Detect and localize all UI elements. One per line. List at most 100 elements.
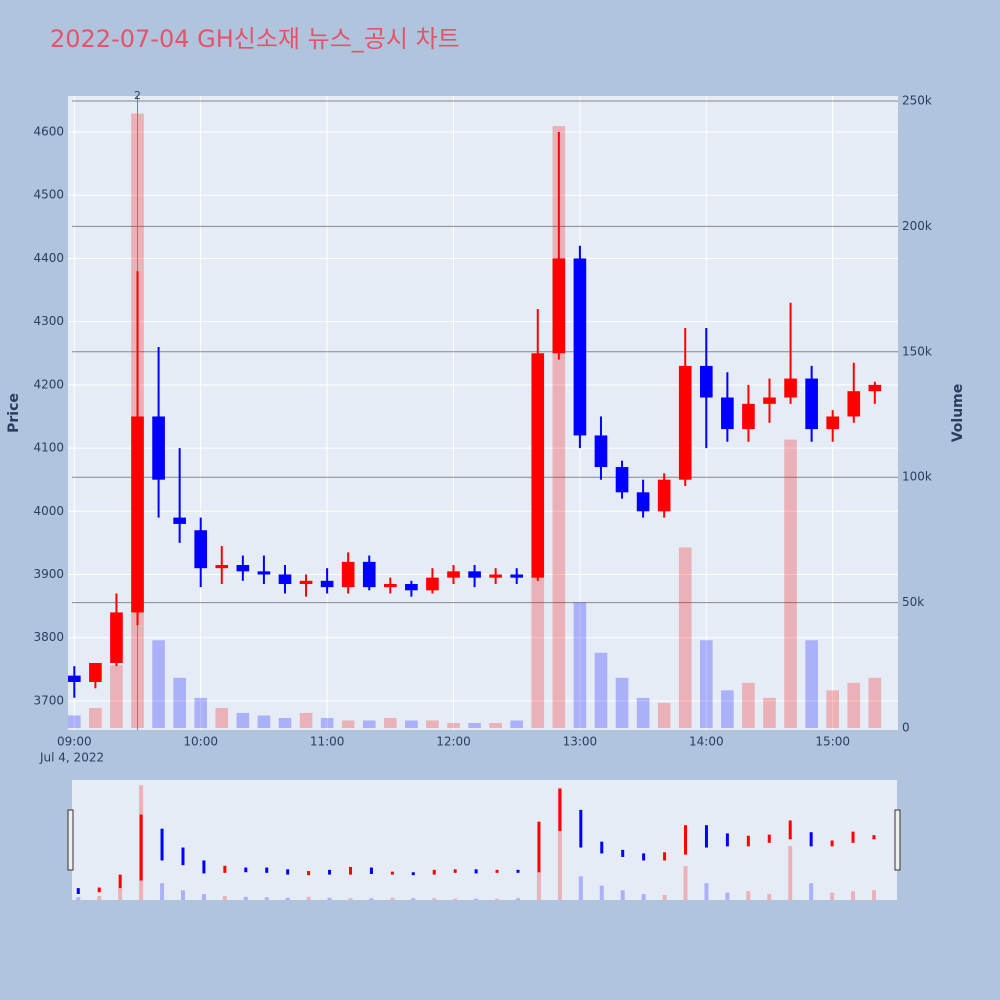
- x-tick-label: 13:00: [563, 735, 598, 749]
- y2-tick-label: 100k: [902, 470, 932, 484]
- slider-volume-bar: [118, 887, 123, 900]
- candle-body: [257, 571, 271, 575]
- y2-tick-label: 200k: [902, 219, 932, 233]
- y-tick-label: 4200: [33, 377, 64, 391]
- candle-body: [383, 583, 397, 588]
- volume-bar: [257, 715, 271, 728]
- volume-bar: [510, 720, 524, 728]
- candle-body: [89, 662, 102, 682]
- volume-bar: [531, 577, 545, 728]
- x-tick-label: 11:00: [310, 735, 345, 749]
- slider-volume-bar: [683, 866, 688, 900]
- y-tick-label: 3900: [33, 567, 64, 581]
- volume-bar: [468, 722, 481, 728]
- slider-volume-bar: [432, 898, 437, 900]
- slider-volume-bar: [222, 895, 227, 900]
- volume-bar: [152, 640, 165, 728]
- chart-title: 2022-07-04 GH신소재 뉴스_공시 차트: [50, 25, 460, 53]
- slider-volume-bar: [243, 896, 248, 900]
- candle-body: [784, 378, 797, 398]
- volume-bar: [805, 640, 818, 728]
- volume-bar: [215, 707, 229, 728]
- slider-volume-bar: [516, 898, 521, 900]
- slider-volume-bar: [285, 897, 290, 900]
- y-tick-label: 3700: [33, 693, 64, 707]
- candle-body: [678, 365, 692, 480]
- x-tick-label: 14:00: [689, 735, 724, 749]
- candle-body: [552, 258, 566, 354]
- x-tick-label: 12:00: [436, 735, 471, 749]
- volume-bar: [763, 697, 776, 728]
- volume-bar: [678, 547, 692, 728]
- candle-body: [194, 530, 208, 569]
- slider-volume-bar: [557, 787, 562, 900]
- volume-bar: [489, 722, 502, 728]
- candle-body: [173, 517, 186, 524]
- slider-volume-bar: [536, 871, 541, 900]
- candle-body: [721, 397, 734, 430]
- candle-body: [426, 577, 439, 591]
- volume-bar: [657, 702, 671, 728]
- y-tick-label: 4000: [33, 504, 64, 518]
- slider-volume-bar: [788, 845, 793, 900]
- candle-body: [868, 384, 882, 392]
- y2-tick-label: 250k: [902, 94, 932, 108]
- slider-volume-bar: [180, 890, 185, 900]
- x-tick-label: 10:00: [183, 735, 218, 749]
- volume-bar: [236, 712, 250, 728]
- slider-volume-bar: [201, 894, 206, 900]
- y2-tick-label: 0: [902, 720, 910, 734]
- range-handle[interactable]: [894, 809, 901, 871]
- range-slider[interactable]: [72, 780, 897, 900]
- volume-bar: [426, 720, 439, 728]
- candle-body: [447, 571, 460, 578]
- volume-bar: [742, 682, 755, 728]
- candle-body: [657, 479, 671, 512]
- candle-body: [615, 467, 629, 493]
- candle-body: [68, 675, 81, 682]
- volume-bar: [447, 722, 460, 728]
- slider-volume-bar: [160, 883, 165, 900]
- slider-volume-bar: [97, 895, 102, 900]
- candle-body: [299, 580, 313, 584]
- volume-bar: [868, 677, 882, 728]
- volume-bar: [636, 697, 650, 728]
- volume-bar: [278, 717, 292, 728]
- volume-bar: [68, 715, 81, 728]
- slider-volume-bar: [327, 897, 332, 900]
- slider-volume-bar: [264, 897, 269, 900]
- y-axis-label: Price: [6, 393, 22, 433]
- candle-body: [110, 612, 123, 663]
- slider-volume-bar: [809, 883, 814, 900]
- volume-bar: [341, 720, 355, 728]
- plot-area: [68, 96, 898, 730]
- volume-bar: [299, 712, 313, 728]
- volume-bar: [573, 602, 587, 728]
- slider-volume-bar: [76, 897, 81, 900]
- volume-bar: [615, 677, 629, 728]
- candle-body: [489, 574, 502, 578]
- slider-volume-bar: [767, 894, 772, 900]
- candle-body: [636, 492, 650, 512]
- slider-volume-bar: [725, 892, 730, 900]
- candle-body: [847, 391, 861, 417]
- slider-volume-bar: [599, 885, 604, 900]
- slider-volume-bar: [641, 894, 646, 900]
- y2-tick-label: 150k: [902, 344, 932, 358]
- candle-body: [468, 571, 481, 578]
- volume-bar: [594, 652, 608, 728]
- candle-body: [826, 416, 840, 430]
- candle-body: [699, 365, 713, 398]
- x-date-label: Jul 4, 2022: [39, 751, 104, 765]
- slider-volume-bar: [495, 898, 500, 900]
- candle-body: [215, 565, 229, 569]
- candle-body: [805, 378, 818, 430]
- volume-bar: [320, 717, 334, 728]
- slider-volume-bar: [453, 898, 458, 900]
- slider-volume-bar: [369, 898, 374, 900]
- y-tick-label: 4400: [33, 251, 64, 265]
- y2-axis-label: Volume: [950, 384, 966, 443]
- volume-bar: [784, 439, 797, 728]
- range-handle[interactable]: [67, 809, 74, 871]
